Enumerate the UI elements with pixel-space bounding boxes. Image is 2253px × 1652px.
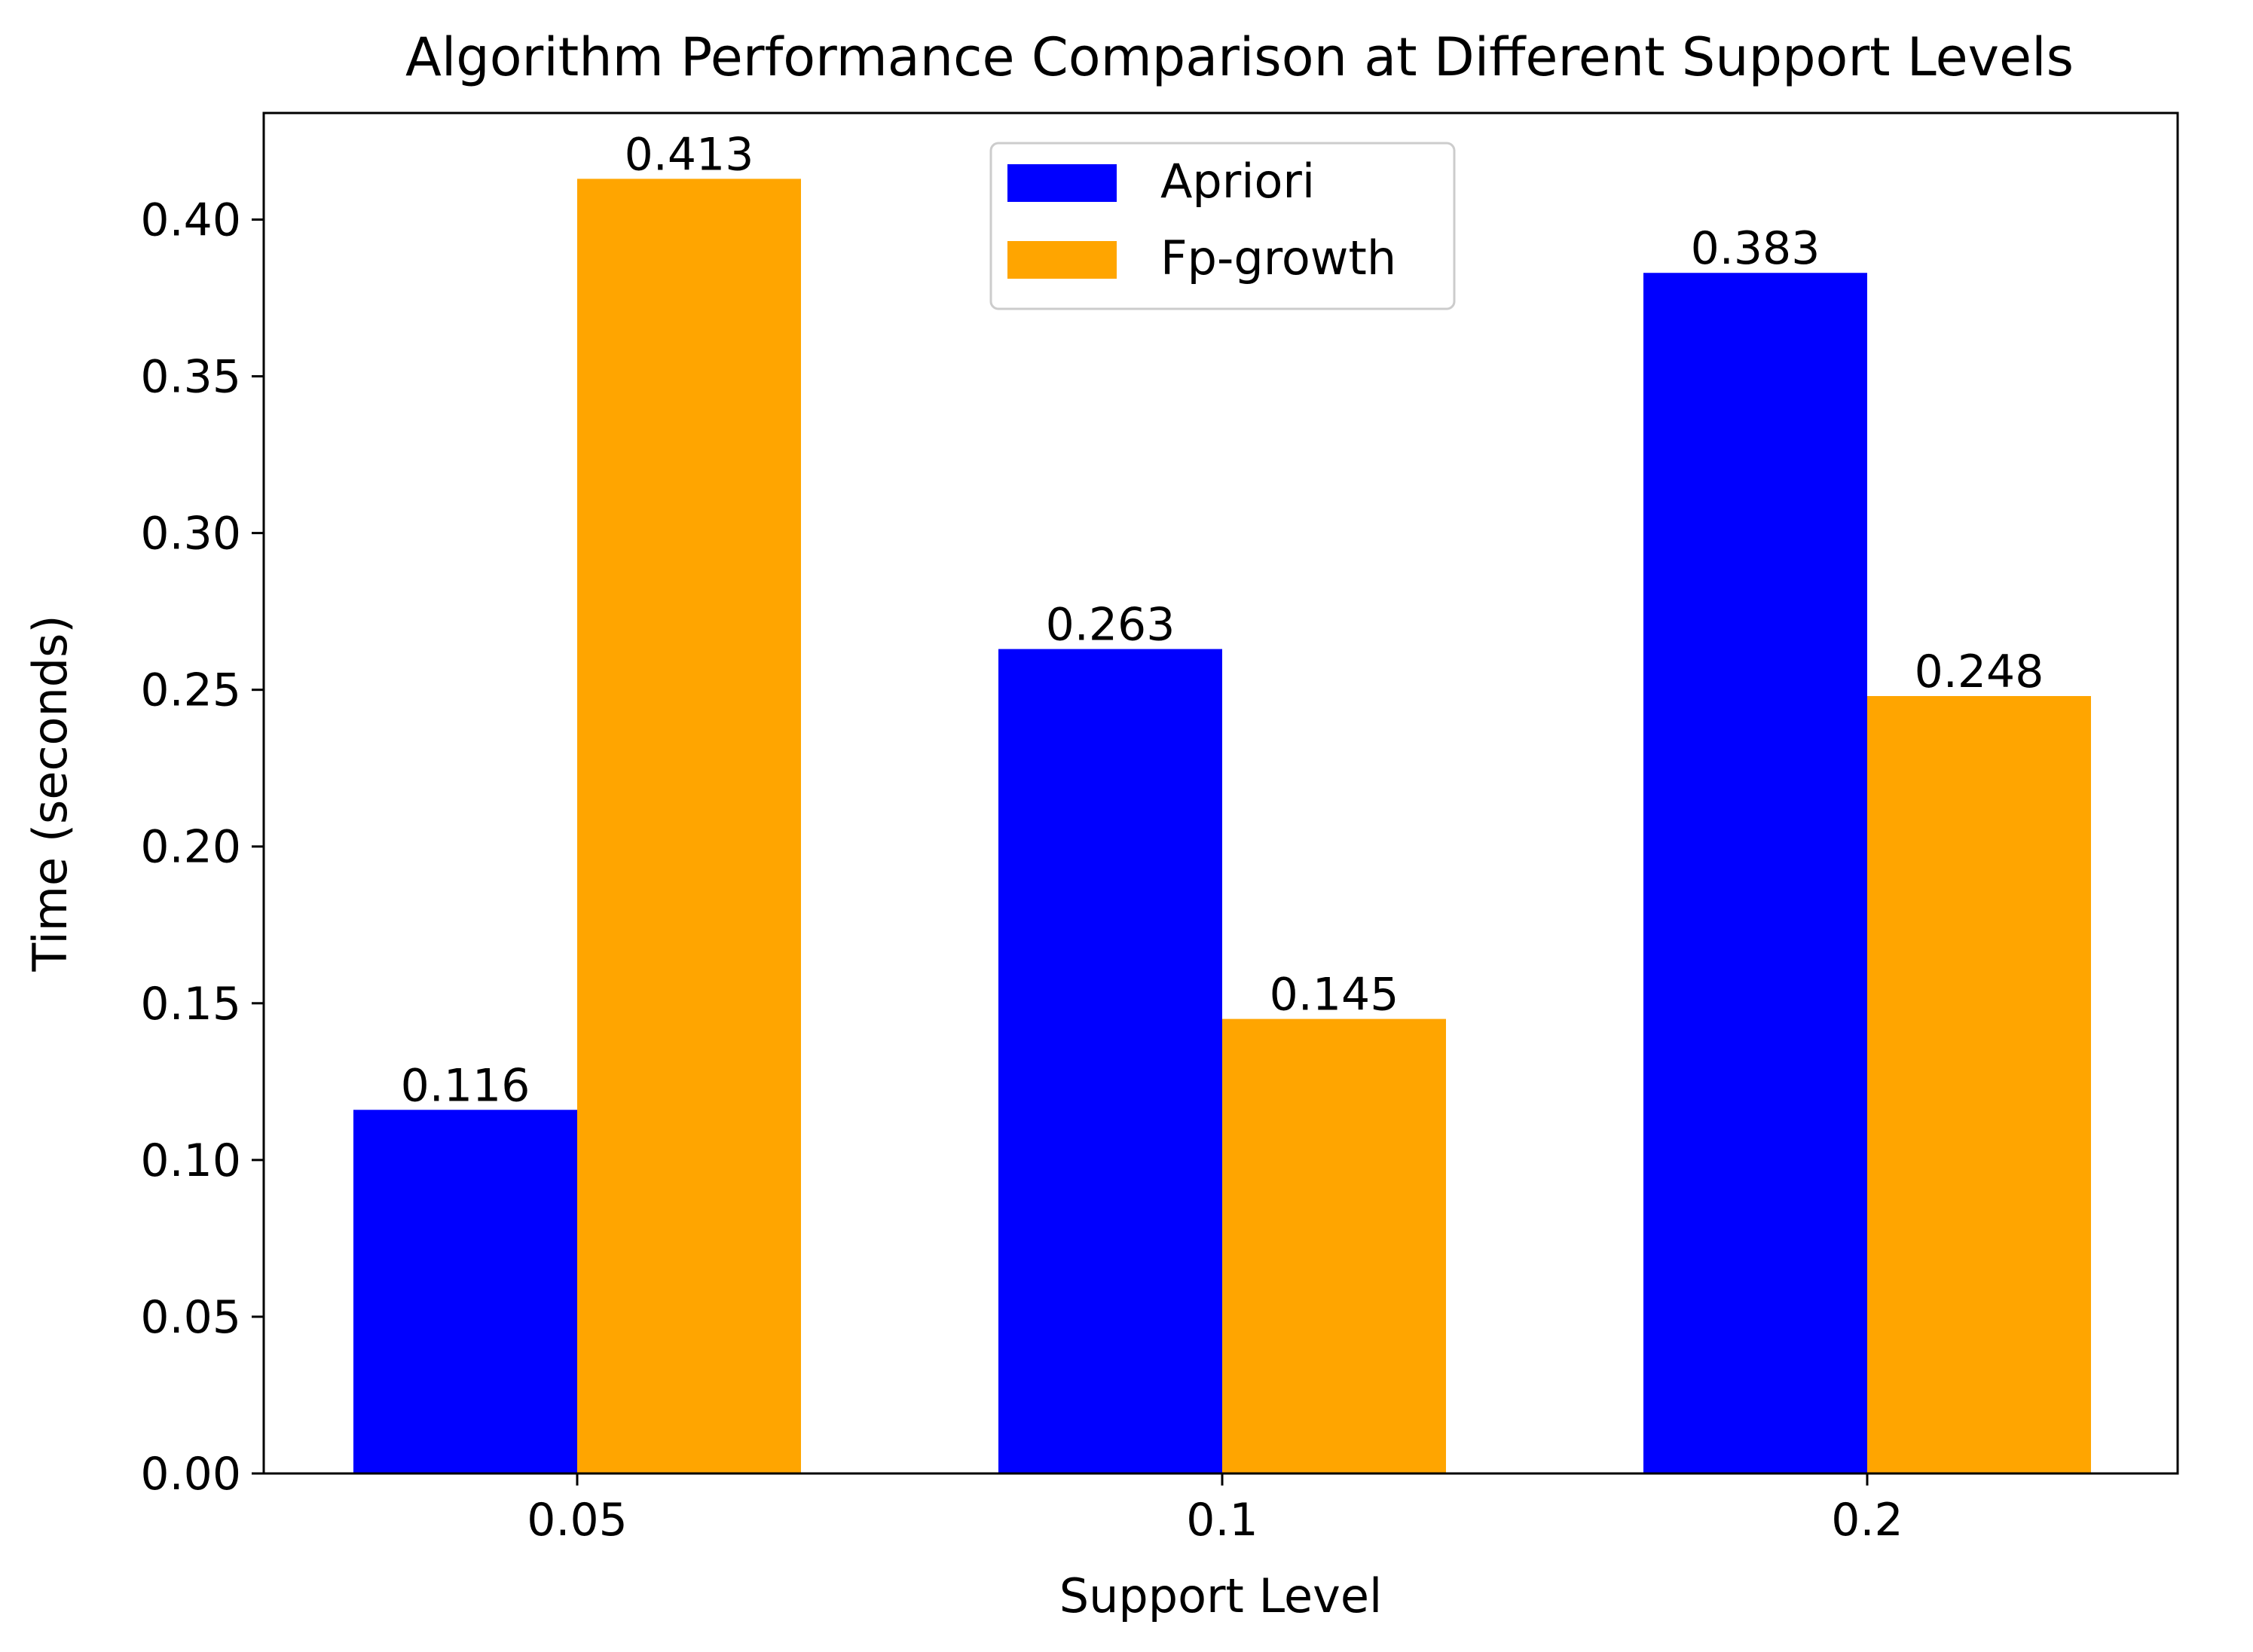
legend-label-fp-growth: Fp-growth xyxy=(1160,231,1396,286)
bar-fp-growth-0.2 xyxy=(1867,696,2091,1473)
y-tick-label: 0.05 xyxy=(140,1291,241,1344)
y-tick-label: 0.00 xyxy=(140,1448,241,1501)
bar-apriori-0.1 xyxy=(998,649,1222,1474)
legend-swatch-apriori xyxy=(1007,164,1117,202)
legend: Apriori Fp-growth xyxy=(989,142,1456,310)
y-tick-label: 0.20 xyxy=(140,821,241,874)
bar-fp-growth-0.1 xyxy=(1222,1018,1446,1473)
y-tick-label: 0.30 xyxy=(140,508,241,560)
data-label-apriori-0.05: 0.116 xyxy=(401,1059,530,1112)
data-labels-group: 0.116 0.263 0.383 0.413 0.145 0.248 xyxy=(401,128,2044,1112)
x-axis-label: Support Level xyxy=(1059,1568,1382,1623)
x-tick-label: 0.1 xyxy=(1186,1494,1258,1547)
y-axis-label: Time (seconds) xyxy=(23,615,78,972)
y-tick-label: 0.25 xyxy=(140,664,241,717)
y-tick-label: 0.35 xyxy=(140,351,241,404)
data-label-fp-growth-0.1: 0.145 xyxy=(1270,969,1399,1021)
data-label-fp-growth-0.2: 0.248 xyxy=(1915,646,2044,698)
plot-frame xyxy=(262,111,2179,1475)
y-tick-label: 0.15 xyxy=(140,978,241,1031)
y-axis-ticks: 0.00 0.05 0.10 0.15 0.20 0.25 0.30 0.35 0.40 xyxy=(140,194,264,1501)
y-tick-label: 0.10 xyxy=(140,1134,241,1187)
x-tick-label: 0.05 xyxy=(527,1494,628,1547)
chart-title: Algorithm Performance Comparison at Diff… xyxy=(405,26,2074,88)
bar-apriori-0.2 xyxy=(1643,273,1867,1473)
data-label-fp-growth-0.05: 0.413 xyxy=(625,128,754,181)
legend-swatch-fp-growth xyxy=(1007,241,1117,279)
y-tick-label: 0.40 xyxy=(140,194,241,246)
data-label-apriori-0.2: 0.383 xyxy=(1691,222,1820,275)
data-label-apriori-0.1: 0.263 xyxy=(1046,599,1175,652)
bars-group xyxy=(353,179,2091,1474)
x-axis-ticks: 0.05 0.1 0.2 xyxy=(527,1473,1903,1547)
x-tick-label: 0.2 xyxy=(1831,1494,1903,1547)
bar-apriori-0.05 xyxy=(353,1110,577,1473)
bar-fp-growth-0.05 xyxy=(577,179,801,1474)
legend-label-apriori: Apriori xyxy=(1160,154,1315,209)
